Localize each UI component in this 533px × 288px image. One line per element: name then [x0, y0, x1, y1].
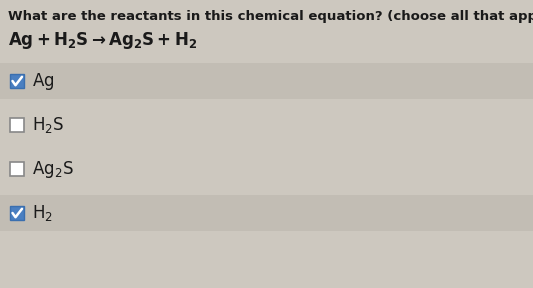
Bar	[10, 118, 24, 132]
Text: $\mathbf{Ag + H_2S \rightarrow Ag_2S + H_2}$: $\mathbf{Ag + H_2S \rightarrow Ag_2S + H…	[8, 30, 197, 51]
Text: $\mathrm{H_2}$: $\mathrm{H_2}$	[32, 203, 53, 223]
Text: $\mathrm{H_2S}$: $\mathrm{H_2S}$	[32, 115, 64, 135]
Bar	[10, 162, 24, 176]
Bar	[0, 195, 533, 231]
Bar	[0, 63, 533, 99]
Bar	[10, 206, 24, 220]
Text: $\mathrm{Ag_2S}$: $\mathrm{Ag_2S}$	[32, 158, 74, 179]
Bar	[10, 74, 24, 88]
Text: $\mathrm{Ag}$: $\mathrm{Ag}$	[32, 71, 54, 92]
Text: What are the reactants in this chemical equation? (choose all that apply): What are the reactants in this chemical …	[8, 10, 533, 23]
